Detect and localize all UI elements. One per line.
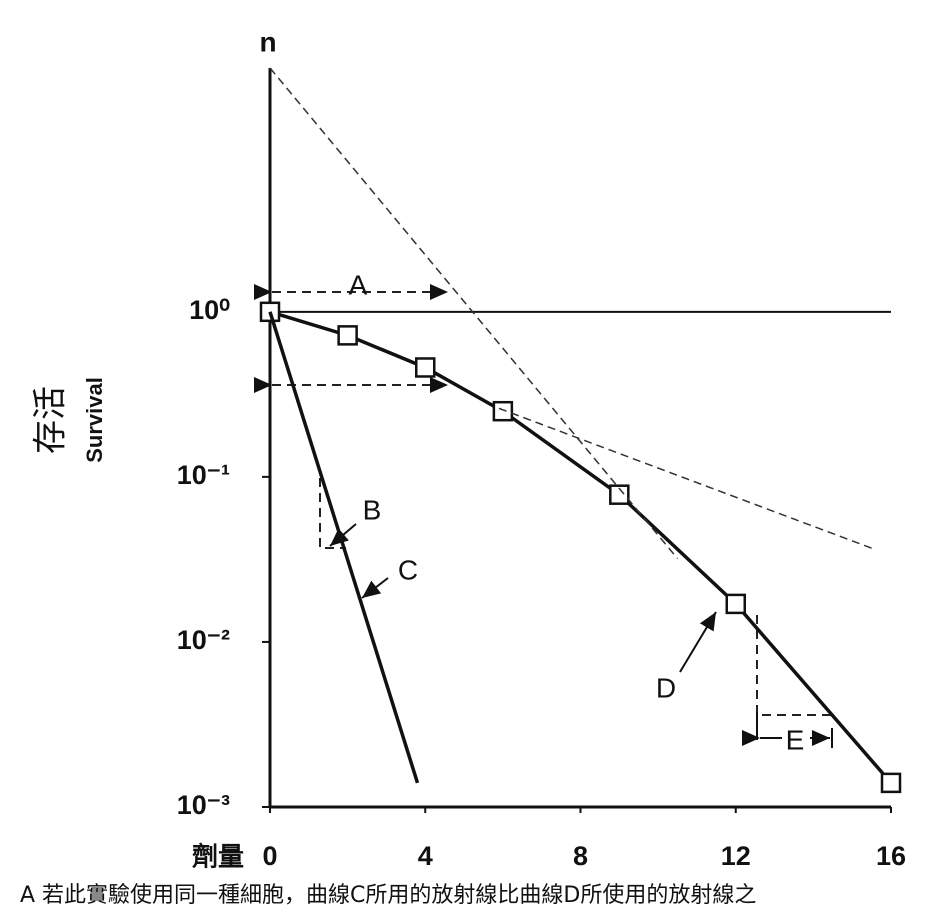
annotation-arrows [254,284,833,748]
x-tick-label: 4 [418,841,433,871]
point [880,772,902,794]
x-tick-label: 12 [721,841,751,871]
point [609,484,630,505]
curve [268,311,420,784]
y-tick-label: 10⁻³ [177,790,230,820]
annotation: B [363,494,382,525]
axis-top-label: n [259,26,276,57]
point [415,357,436,378]
y-tick-label: 10⁰ [189,295,230,325]
annotation: C [398,554,418,585]
point [725,593,746,615]
point [492,400,514,422]
x-label: 劑量 [192,842,244,873]
annotation: A [349,269,368,300]
y-label-zh: 存活 [31,386,71,454]
x-tick-label: 16 [876,841,906,871]
caption: A 若此實驗使用同一種細胞，曲線C所用的放射線比曲線D所使用的放射線之 [20,883,756,908]
dashed-line [269,67,679,560]
point [337,325,358,346]
y-tick-label: 10⁻¹ [177,460,230,490]
y-tick-label: 10⁻² [177,625,230,655]
x-tick-label: 8 [573,841,588,871]
dashed-line [498,407,872,549]
annotation: E [786,724,805,755]
annotation: D [656,672,676,703]
curve [269,310,893,785]
y-label: Survival [82,377,107,463]
x-tick-label: 0 [262,841,277,871]
